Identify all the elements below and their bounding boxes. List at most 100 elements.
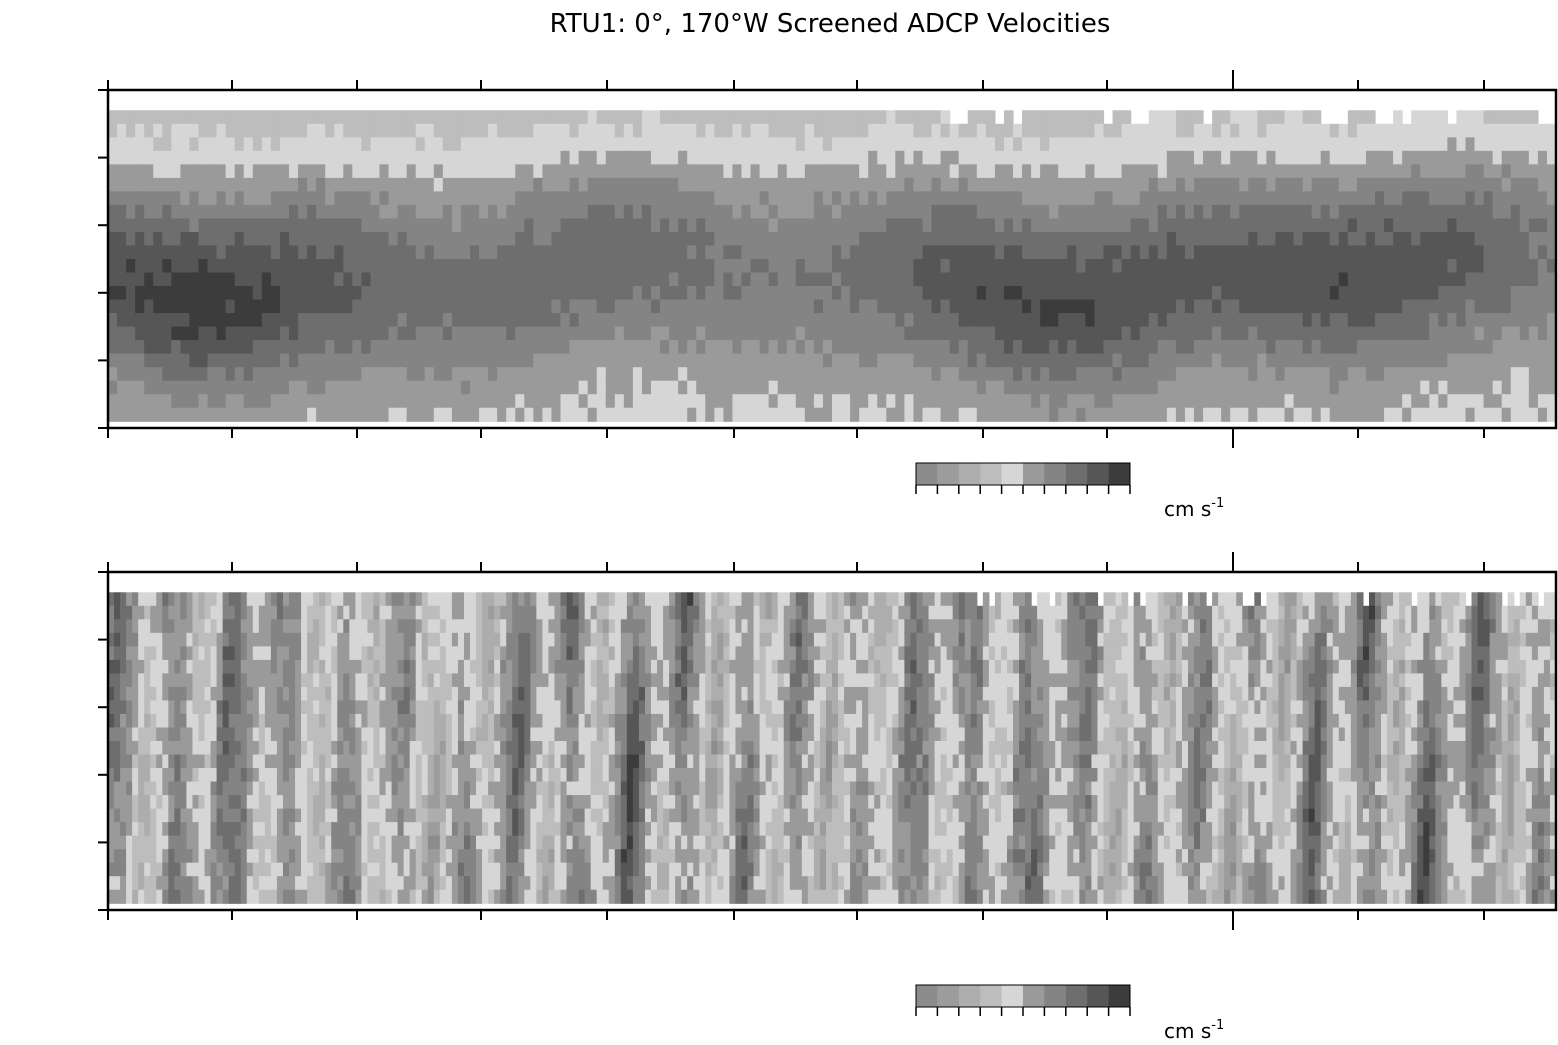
contour-cell xyxy=(859,110,869,125)
contour-cell xyxy=(270,340,281,355)
contour-cell xyxy=(379,367,390,382)
contour-cell xyxy=(117,353,127,368)
contour-cell xyxy=(406,218,417,233)
contour-cell xyxy=(216,326,227,341)
contour-cell xyxy=(741,259,752,274)
contour-cell xyxy=(189,259,200,274)
contour-cell xyxy=(144,700,151,715)
contour-cell xyxy=(895,272,905,287)
contour-cell xyxy=(349,849,356,864)
contour-cell xyxy=(403,876,411,891)
contour-cell xyxy=(1130,259,1141,274)
contour-cell xyxy=(1103,326,1114,341)
contour-cell xyxy=(1284,137,1295,152)
contour-cell xyxy=(370,110,381,125)
contour-cell xyxy=(261,353,272,368)
contour-cell xyxy=(460,394,471,409)
contour-cell xyxy=(506,394,516,409)
contour-cell xyxy=(261,150,272,165)
contour-cell xyxy=(1212,353,1222,368)
contour-cell xyxy=(687,123,697,138)
contour-cell xyxy=(406,191,417,206)
contour-cell xyxy=(1456,218,1467,233)
contour-cell xyxy=(343,876,350,891)
contour-cell xyxy=(705,326,715,341)
contour-cell xyxy=(1411,150,1421,165)
contour-cell xyxy=(222,632,230,647)
contour-cell xyxy=(388,137,399,152)
contour-cell xyxy=(222,673,230,688)
contour-cell xyxy=(117,191,127,206)
contour-cell xyxy=(385,862,393,877)
contour-cell xyxy=(587,177,598,192)
contour-cell xyxy=(433,795,441,810)
contour-cell xyxy=(168,754,175,769)
contour-cell xyxy=(1329,245,1340,260)
contour-cell xyxy=(1203,407,1213,422)
contour-cell xyxy=(533,380,543,395)
contour-cell xyxy=(349,781,356,796)
contour-cell xyxy=(174,632,181,647)
contour-cell xyxy=(1474,286,1485,301)
contour-cell xyxy=(186,686,194,702)
contour-cell xyxy=(949,231,960,247)
contour-cell xyxy=(451,110,462,125)
contour-cell xyxy=(421,795,429,810)
contour-cell xyxy=(1329,231,1340,247)
contour-cell xyxy=(1293,191,1304,206)
contour-cell xyxy=(135,150,145,165)
contour-cell xyxy=(1040,259,1050,274)
contour-cell xyxy=(1456,231,1467,247)
contour-cell xyxy=(406,340,417,355)
contour-cell xyxy=(1257,326,1267,341)
contour-cell xyxy=(651,407,661,422)
contour-cell xyxy=(1103,394,1114,409)
contour-cell xyxy=(922,313,933,328)
contour-cell xyxy=(1474,191,1485,206)
contour-cell xyxy=(1248,326,1258,341)
contour-cell xyxy=(192,700,200,715)
contour-cell xyxy=(759,367,770,382)
contour-cell xyxy=(270,686,278,702)
contour-cell xyxy=(225,137,236,152)
contour-cell xyxy=(361,340,372,355)
contour-cell xyxy=(1212,150,1222,165)
contour-cell xyxy=(795,177,806,192)
contour-cell xyxy=(868,326,878,341)
contour-cell xyxy=(234,862,242,877)
contour-cell xyxy=(355,592,362,607)
contour-cell xyxy=(246,741,254,756)
contour-cell xyxy=(228,795,236,810)
contour-cell xyxy=(198,754,206,769)
contour-cell xyxy=(515,313,525,328)
contour-cell xyxy=(207,191,218,206)
contour-cell xyxy=(786,272,797,287)
contour-cell xyxy=(768,313,779,328)
contour-cell xyxy=(994,259,1005,274)
contour-cell xyxy=(427,592,435,607)
contour-cell xyxy=(922,191,933,206)
contour-cell xyxy=(243,245,254,260)
contour-cell xyxy=(298,380,308,395)
contour-cell xyxy=(1148,245,1159,260)
contour-cell xyxy=(795,164,806,179)
contour-cell xyxy=(406,407,417,422)
contour-cell xyxy=(596,326,607,341)
contour-cell xyxy=(210,808,218,823)
contour-cell xyxy=(1483,123,1494,138)
contour-cell xyxy=(1510,110,1521,125)
contour-cell xyxy=(144,407,154,422)
contour-cell xyxy=(868,204,878,220)
contour-cell xyxy=(289,673,296,688)
contour-cell xyxy=(1058,259,1068,274)
contour-cell xyxy=(150,686,157,702)
contour-cell xyxy=(1293,286,1304,301)
contour-cell xyxy=(759,110,770,125)
contour-cell xyxy=(1203,164,1213,179)
contour-cell xyxy=(804,340,815,355)
contour-cell xyxy=(750,123,761,138)
contour-cell xyxy=(1239,326,1249,341)
contour-cell xyxy=(451,231,462,247)
contour-cell xyxy=(409,659,417,674)
contour-cell xyxy=(1474,313,1485,328)
